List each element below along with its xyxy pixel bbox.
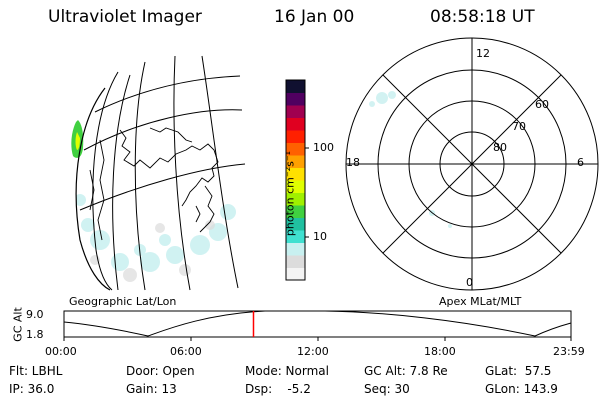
time-label: 08:58:18 UT: [430, 7, 535, 27]
colorbar-band: [286, 255, 305, 268]
colorbar-band: [286, 142, 305, 156]
globe-aurora-image: [76, 194, 236, 282]
orbit-y-max: 9.0: [26, 308, 44, 321]
status-mode: Mode: Normal: [245, 364, 329, 378]
orbit-x-tick-4: 23:59: [553, 345, 585, 358]
instrument-title: Ultraviolet Imager: [48, 7, 202, 27]
status-ip: IP: 36.0: [9, 382, 55, 396]
coastlines: [89, 127, 219, 241]
colorbar-band: [286, 180, 305, 193]
orbit-y-min: 1.8: [26, 328, 44, 341]
colorbar-band: [286, 105, 305, 118]
status-dsp: Dsp: -5.2: [245, 382, 311, 396]
status-gc-alt: GC Alt: 7.8 Re: [364, 364, 448, 378]
geographic-panel-label: Geographic Lat/Lon: [69, 295, 177, 308]
mlat-60-label: 60: [535, 98, 549, 111]
polar-aurora-image: [369, 91, 452, 228]
colorbar-band: [286, 205, 305, 218]
colorbar-band: [286, 117, 305, 131]
status-glat: GLat: 57.5: [485, 364, 552, 378]
mlat-70-label: 70: [512, 120, 526, 133]
status-glon: GLon: 143.9: [485, 382, 558, 396]
mlt-0-label: 0: [466, 276, 473, 289]
colorbar-band: [286, 167, 305, 181]
colorbar-band: [286, 217, 305, 231]
orbit-x-tick-3: 18:00: [424, 345, 456, 358]
colorbar-band: [286, 267, 305, 281]
orbit-x-tick-0: 00:00: [45, 345, 77, 358]
globe-parallels: [79, 75, 246, 211]
mlat-80-label: 80: [493, 141, 507, 154]
orbit-y-axis-label: GC Alt: [11, 307, 25, 342]
colorbar-tick-100: 100: [313, 141, 334, 154]
orbit-x-tick-2: 12:00: [297, 345, 329, 358]
polar-panel-label: Apex MLat/MLT: [439, 295, 522, 308]
mlt-18-label: 18: [346, 156, 360, 169]
date-label: 16 Jan 00: [274, 7, 355, 27]
colorbar-band: [286, 92, 305, 106]
status-filter: Flt: LBHL: [9, 364, 63, 378]
status-gain: Gain: 13: [126, 382, 177, 396]
colorbar-band: [286, 192, 305, 206]
colorbar-band: [286, 242, 305, 256]
status-seq: Seq: 30: [364, 382, 410, 396]
colorbar-tick-10: 10: [313, 230, 327, 243]
orbit-x-tick-1: 06:00: [170, 345, 202, 358]
mlt-6-label: 6: [577, 156, 584, 169]
colorbar-band: [286, 230, 305, 243]
orbit-altitude-curve: [63, 310, 572, 337]
colorbar-band: [286, 130, 305, 143]
mlt-12-label: 12: [476, 47, 490, 60]
status-door: Door: Open: [126, 364, 195, 378]
colorbar-band: [286, 80, 305, 93]
globe-meridians: [112, 55, 239, 291]
colorbar-band: [286, 155, 305, 168]
